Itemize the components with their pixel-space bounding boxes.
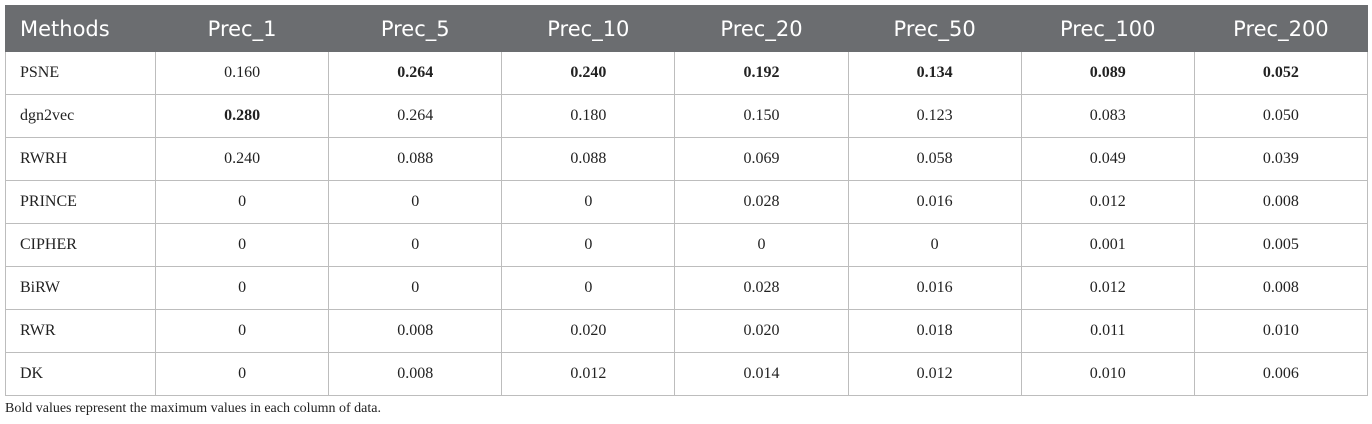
value-cell: 0.008	[328, 352, 503, 396]
column-header: Prec_5	[328, 5, 503, 52]
value-cell: 0.089	[1020, 51, 1195, 95]
method-cell: RWR	[5, 309, 156, 353]
value-cell: 0.020	[674, 309, 849, 353]
value-cell: 0.014	[674, 352, 849, 396]
value-cell: 0.083	[1020, 94, 1195, 138]
value-cell: 0	[501, 266, 676, 310]
method-cell: RWRH	[5, 137, 156, 181]
value-cell: 0	[154, 266, 330, 310]
value-cell: 0.008	[1193, 266, 1368, 310]
value-cell: 0.264	[328, 51, 503, 95]
value-cell: 0.264	[328, 94, 503, 138]
value-cell: 0	[501, 180, 676, 224]
value-cell: 0.240	[154, 137, 330, 181]
table-row: PSNE 0.160 0.264 0.240 0.192 0.134 0.089 0.052	[5, 51, 1368, 95]
value-cell: 0.005	[1193, 223, 1368, 267]
value-cell: 0	[328, 223, 503, 267]
value-cell: 0	[501, 223, 676, 267]
value-cell: 0.008	[1193, 180, 1368, 224]
value-cell: 0.018	[847, 309, 1022, 353]
value-cell: 0	[674, 223, 849, 267]
table-row: DK 0 0.008 0.012 0.014 0.012 0.010 0.006	[5, 352, 1368, 396]
column-header: Prec_1	[154, 5, 330, 52]
value-cell: 0.006	[1193, 352, 1368, 396]
value-cell: 0.192	[674, 51, 849, 95]
column-header: Prec_20	[674, 5, 849, 52]
column-header: Prec_50	[847, 5, 1022, 52]
value-cell: 0.012	[847, 352, 1022, 396]
value-cell: 0.088	[328, 137, 503, 181]
value-cell: 0.001	[1020, 223, 1195, 267]
value-cell: 0	[154, 352, 330, 396]
value-cell: 0.012	[1020, 266, 1195, 310]
value-cell: 0.016	[847, 180, 1022, 224]
table-row: BiRW 0 0 0 0.028 0.016 0.012 0.008	[5, 266, 1368, 310]
method-cell: DK	[5, 352, 156, 396]
header-row: Methods Prec_1 Prec_5 Prec_10 Prec_20 Prec_50…	[5, 5, 1368, 52]
value-cell: 0.012	[501, 352, 676, 396]
column-header: Methods	[5, 5, 156, 52]
value-cell: 0	[154, 309, 330, 353]
column-header: Prec_200	[1193, 5, 1368, 52]
value-cell: 0.028	[674, 266, 849, 310]
value-cell: 0.150	[674, 94, 849, 138]
value-cell: 0	[328, 180, 503, 224]
value-cell: 0.008	[328, 309, 503, 353]
table-row: RWRH 0.240 0.088 0.088 0.069 0.058 0.049 0.039	[5, 137, 1368, 181]
method-cell: CIPHER	[5, 223, 156, 267]
value-cell: 0.050	[1193, 94, 1368, 138]
value-cell: 0.049	[1020, 137, 1195, 181]
value-cell: 0.016	[847, 266, 1022, 310]
value-cell: 0.039	[1193, 137, 1368, 181]
value-cell: 0.123	[847, 94, 1022, 138]
value-cell: 0.020	[501, 309, 676, 353]
footnote: Bold values represent the maximum values…	[5, 401, 381, 416]
table-row: CIPHER 0 0 0 0 0 0.001 0.005	[5, 223, 1368, 267]
method-cell: dgn2vec	[5, 94, 156, 138]
value-cell: 0.010	[1193, 309, 1368, 353]
method-cell: PRINCE	[5, 180, 156, 224]
value-cell: 0.028	[674, 180, 849, 224]
value-cell: 0.160	[154, 51, 330, 95]
value-cell: 0.180	[501, 94, 676, 138]
value-cell: 0.280	[154, 94, 330, 138]
table-wrap: Methods Prec_1 Prec_5 Prec_10 Prec_20 Prec_50…	[5, 5, 1368, 396]
value-cell: 0.011	[1020, 309, 1195, 353]
table-row: dgn2vec 0.280 0.264 0.180 0.150 0.123 0.083 0.0…	[5, 94, 1368, 138]
table-row: RWR 0 0.008 0.020 0.020 0.018 0.011 0.010	[5, 309, 1368, 353]
value-cell: 0.058	[847, 137, 1022, 181]
value-cell: 0.012	[1020, 180, 1195, 224]
column-header: Prec_100	[1020, 5, 1195, 52]
table-row: PRINCE 0 0 0 0.028 0.016 0.012 0.008	[5, 180, 1368, 224]
method-cell: PSNE	[5, 51, 156, 95]
value-cell: 0.052	[1193, 51, 1368, 95]
value-cell: 0	[154, 223, 330, 267]
value-cell: 0.010	[1020, 352, 1195, 396]
results-table: Methods Prec_1 Prec_5 Prec_10 Prec_20 Prec_50…	[5, 5, 1368, 396]
value-cell: 0.088	[501, 137, 676, 181]
column-header: Prec_10	[501, 5, 676, 52]
value-cell: 0	[847, 223, 1022, 267]
value-cell: 0.069	[674, 137, 849, 181]
value-cell: 0.240	[501, 51, 676, 95]
method-cell: BiRW	[5, 266, 156, 310]
value-cell: 0	[154, 180, 330, 224]
value-cell: 0	[328, 266, 503, 310]
value-cell: 0.134	[847, 51, 1022, 95]
